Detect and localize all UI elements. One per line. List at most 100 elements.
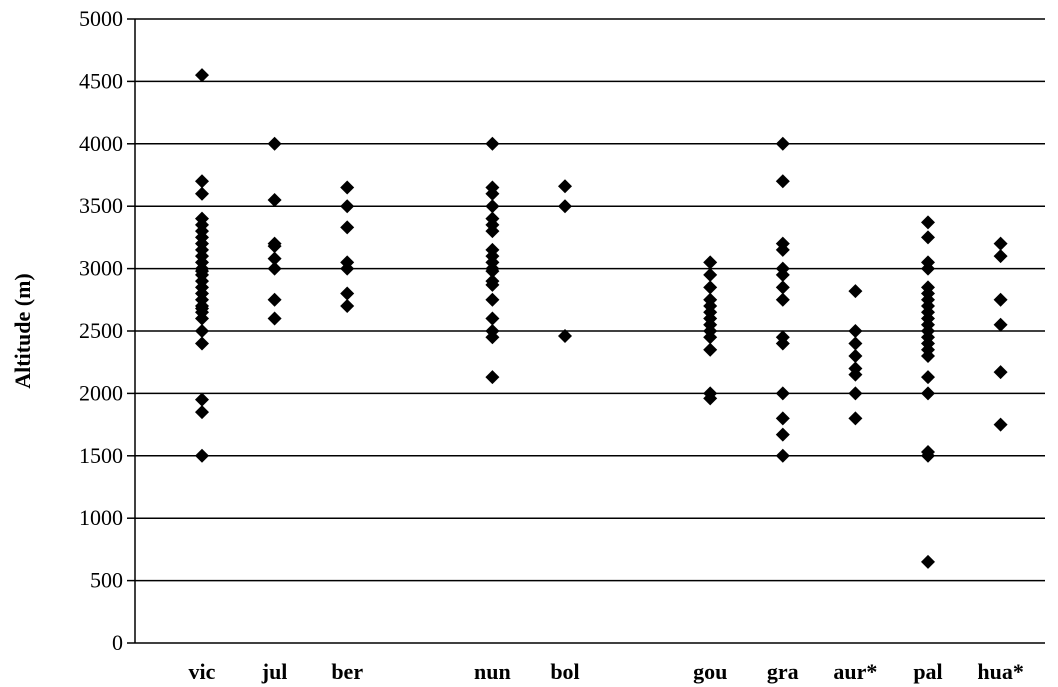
data-point (485, 311, 500, 326)
y-tick-label: 500 (90, 568, 123, 593)
y-tick-label: 4000 (79, 131, 123, 156)
category-label: nun (474, 659, 511, 684)
data-point (267, 261, 282, 276)
data-point (775, 267, 790, 282)
data-point (485, 199, 500, 214)
data-point (340, 220, 355, 235)
category-label: pal (913, 659, 942, 684)
data-point (485, 330, 500, 345)
data-point (848, 411, 863, 426)
data-point (921, 386, 935, 401)
data-point (195, 68, 209, 83)
data-point (485, 370, 500, 385)
data-point (775, 448, 790, 463)
data-point (921, 215, 935, 230)
data-point (340, 180, 355, 195)
y-tick-label: 2000 (79, 380, 123, 405)
data-point (848, 386, 863, 401)
y-tick-label: 3500 (79, 193, 123, 218)
y-tick-labels: 0 500 1000 1500 2000 2500 3000 3500 4000 4500 5000 (79, 6, 135, 655)
data-point (921, 448, 935, 463)
data-point (195, 448, 209, 463)
data-point (921, 370, 935, 385)
data-point (485, 224, 500, 239)
data-point (195, 311, 209, 326)
category-label: jul (261, 659, 288, 684)
data-point (775, 427, 790, 442)
y-tick-label: 5000 (79, 6, 123, 31)
data-point (775, 292, 790, 307)
data-point (340, 261, 355, 276)
data-point (775, 411, 790, 426)
category-label: gou (693, 659, 727, 684)
data-point (267, 251, 282, 266)
y-tick-label: 0 (112, 630, 123, 655)
data-point (775, 242, 790, 257)
data-point (703, 267, 718, 282)
data-point (485, 292, 500, 307)
data-point (195, 392, 209, 407)
y-tick-label: 1000 (79, 505, 123, 530)
data-point (195, 324, 209, 338)
data-point (485, 186, 500, 201)
data-point (848, 336, 863, 351)
data-point (775, 336, 790, 351)
data-point (703, 330, 718, 345)
data-point (921, 348, 935, 363)
data-point (848, 367, 863, 382)
data-point (485, 277, 500, 292)
data-point (195, 405, 209, 420)
data-point (703, 280, 718, 295)
data-point (775, 136, 790, 151)
data-point (485, 264, 500, 279)
data-point (267, 192, 282, 207)
data-point (558, 199, 572, 214)
data-points (195, 68, 1008, 569)
data-point (485, 136, 500, 151)
data-point (195, 186, 209, 201)
data-point (267, 239, 282, 254)
y-tick-label: 2500 (79, 318, 123, 343)
category-label: gra (767, 659, 799, 684)
category-label: ber (331, 659, 363, 684)
data-point (558, 328, 572, 343)
data-point (848, 324, 863, 338)
data-point (921, 261, 935, 276)
data-point (267, 136, 282, 151)
data-point (703, 342, 718, 357)
data-point (558, 179, 572, 194)
x-category-labels: vic jul ber nun bol gou gra aur* pal hua* (189, 659, 1024, 684)
data-point (267, 311, 282, 326)
gridlines (135, 18, 1045, 582)
data-point (993, 236, 1008, 251)
category-label: vic (189, 659, 216, 684)
data-point (340, 199, 355, 214)
data-point (340, 286, 355, 301)
data-point (993, 249, 1008, 264)
data-point (993, 317, 1008, 332)
data-point (921, 554, 935, 569)
y-tick-label: 4500 (79, 68, 123, 93)
data-point (921, 230, 935, 245)
y-tick-label: 1500 (79, 443, 123, 468)
data-point (848, 284, 863, 299)
data-point (775, 174, 790, 189)
data-point (195, 174, 209, 189)
data-point (993, 417, 1008, 432)
data-point (775, 386, 790, 401)
data-point (993, 365, 1008, 380)
y-tick-label: 3000 (79, 256, 123, 281)
data-point (993, 292, 1008, 307)
data-point (267, 292, 282, 307)
category-label: aur* (833, 659, 877, 684)
category-label: bol (550, 659, 579, 684)
data-point (775, 280, 790, 295)
y-axis-label: Altitude (m) (10, 273, 35, 388)
data-point (340, 299, 355, 314)
data-point (195, 336, 209, 351)
data-point (848, 348, 863, 363)
data-point (703, 255, 718, 270)
category-label: hua* (977, 659, 1023, 684)
data-point (703, 391, 718, 406)
